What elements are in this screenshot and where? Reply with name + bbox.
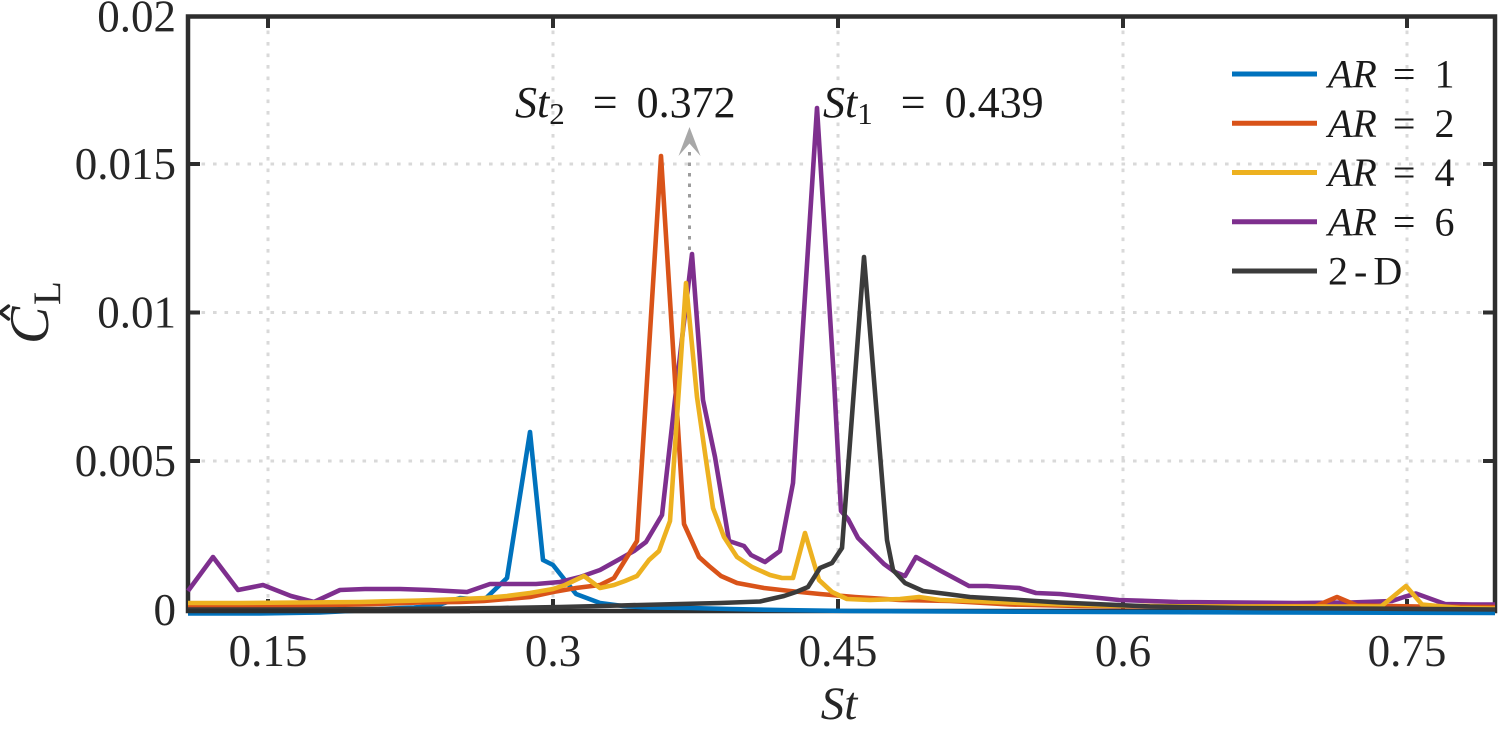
svg-text:2-D: 2-D (1328, 249, 1408, 294)
svg-text:St1=0.439: St1 = 0.439 (823, 78, 1044, 131)
svg-text:AR=2: AR = 2 (1325, 101, 1454, 146)
svg-text:0.01: 0.01 (97, 288, 176, 338)
svg-text:St2=0.372: St2 = 0.372 (515, 78, 736, 131)
svg-text:St: St (821, 678, 859, 730)
svg-text:0.6: 0.6 (1095, 626, 1151, 676)
svg-text:0.015: 0.015 (75, 139, 176, 189)
svg-text:0: 0 (154, 585, 177, 635)
svg-text:0.02: 0.02 (97, 0, 176, 42)
svg-text:AR=1: AR = 1 (1325, 52, 1454, 97)
svg-text:AR=4: AR = 4 (1325, 150, 1454, 195)
svg-text:0.3: 0.3 (525, 626, 581, 676)
svg-text:0.75: 0.75 (1368, 626, 1447, 676)
svg-text:0.45: 0.45 (799, 626, 878, 676)
svg-text:0.15: 0.15 (229, 626, 308, 676)
svg-text:C: C (0, 306, 61, 344)
svg-text:AR=6: AR = 6 (1325, 199, 1454, 244)
svg-text:L: L (26, 281, 69, 305)
svg-text:0.005: 0.005 (75, 436, 176, 486)
